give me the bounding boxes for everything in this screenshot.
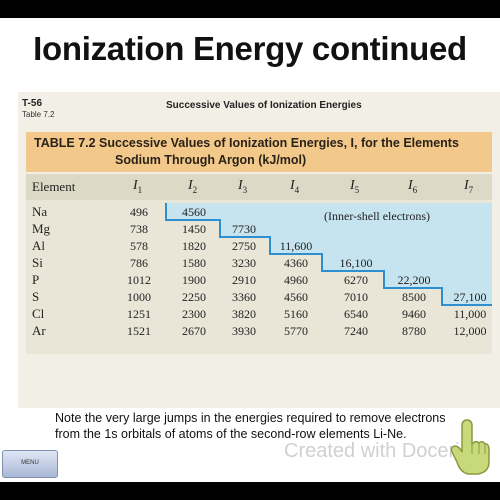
table-cell: 578 <box>130 239 148 253</box>
table-reference: Table 7.2 <box>22 110 55 119</box>
row-element-na: Na <box>32 204 48 219</box>
scan-heading: Successive Values of Ionization Energies <box>166 100 362 111</box>
table-cell: 9460 <box>402 307 426 321</box>
slide-note: Note the very large jumps in the energie… <box>55 411 446 441</box>
table-cell: 1450 <box>182 222 206 236</box>
row-element-al: Al <box>32 238 45 253</box>
pointing-hand-icon <box>450 419 490 475</box>
header-element: Element <box>32 179 76 194</box>
caption-line-2: Sodium Through Argon (kJ/mol) <box>115 153 307 167</box>
table-cell: 4960 <box>284 273 308 287</box>
menu-button[interactable]: MENU <box>2 450 58 478</box>
table-cell: 16,100 <box>339 256 373 270</box>
header-i6: I6 <box>408 178 418 195</box>
table-cell: 7730 <box>232 222 256 236</box>
header-i7: I7 <box>464 178 474 195</box>
table-cell: 7240 <box>344 324 368 338</box>
slide-title: Ionization Energy continued <box>33 30 467 67</box>
table-cell: 1521 <box>127 324 151 338</box>
table-cell: 4560 <box>182 205 206 219</box>
menu-button-label: MENU <box>21 460 39 466</box>
inner-shell-shading <box>165 203 492 306</box>
table-header-row <box>26 174 492 200</box>
bottom-black-bar <box>0 482 500 500</box>
row-element-mg: Mg <box>32 221 51 236</box>
top-black-bar <box>0 0 500 18</box>
table-cell: 4560 <box>284 290 308 304</box>
table-cell: 738 <box>130 222 148 236</box>
table-cell: 5770 <box>284 324 308 338</box>
table-cell: 1251 <box>127 307 151 321</box>
table-cell: 1580 <box>182 256 206 270</box>
scanned-table-image: T-56 Table 7.2 Successive Values of Ioni… <box>18 92 500 408</box>
table-cell: 2910 <box>232 273 256 287</box>
table-cell: 4360 <box>284 256 308 270</box>
header-i4: I4 <box>290 178 300 195</box>
table-cell: 1000 <box>127 290 151 304</box>
table-caption: TABLE 7.2 Successive Values of Ionizatio… <box>26 132 492 172</box>
header-i5: I5 <box>350 178 360 195</box>
table-cell: 8500 <box>402 290 426 304</box>
table-cell: 2250 <box>182 290 206 304</box>
table-cell: 22,200 <box>397 273 431 287</box>
table-cell: 5160 <box>284 307 308 321</box>
table-cell: 1900 <box>182 273 206 287</box>
table-cell: 8780 <box>402 324 426 338</box>
header-i1: I1 <box>133 178 143 195</box>
table-cell: 3360 <box>232 290 256 304</box>
table-cell: 12,000 <box>453 324 487 338</box>
table-cell: 11,600 <box>279 239 313 253</box>
doceri-watermark: Created with Doceri <box>284 440 460 462</box>
table-cell: 2750 <box>232 239 256 253</box>
row-element-cl: Cl <box>32 306 45 321</box>
table-cell: 27,100 <box>453 290 487 304</box>
inner-shell-region <box>166 203 492 305</box>
table-cell: 1820 <box>182 239 206 253</box>
table-cell: 786 <box>130 256 148 270</box>
header-i2: I2 <box>188 178 198 195</box>
inner-shell-label: (Inner-shell electrons) <box>324 209 431 223</box>
table-cell: 3820 <box>232 307 256 321</box>
table-cell: 6540 <box>344 307 368 321</box>
table-cell: 3230 <box>232 256 256 270</box>
table-cell: 496 <box>130 205 148 219</box>
table-cell: 7010 <box>344 290 368 304</box>
caption-line-1: TABLE 7.2 Successive Values of Ionizatio… <box>34 136 459 150</box>
table-cell: 1012 <box>127 273 151 287</box>
transparency-code: T-56 <box>22 98 43 109</box>
table-cell: 3930 <box>232 324 256 338</box>
table-cell: 2670 <box>182 324 206 338</box>
row-element-si: Si <box>32 255 43 270</box>
staircase-boundary <box>165 203 492 306</box>
row-element-p: P <box>32 272 40 287</box>
table-cell: 6270 <box>344 273 368 287</box>
row-element-s: S <box>32 289 40 304</box>
row-element-ar: Ar <box>32 323 46 338</box>
table-cell: 2300 <box>182 307 206 321</box>
header-i3: I3 <box>238 178 248 195</box>
ionization-table: Element I1 I2 I3 I4 I5 I6 I7 (Inner-shell elec… <box>26 174 492 354</box>
table-cell: 11,000 <box>453 307 487 321</box>
